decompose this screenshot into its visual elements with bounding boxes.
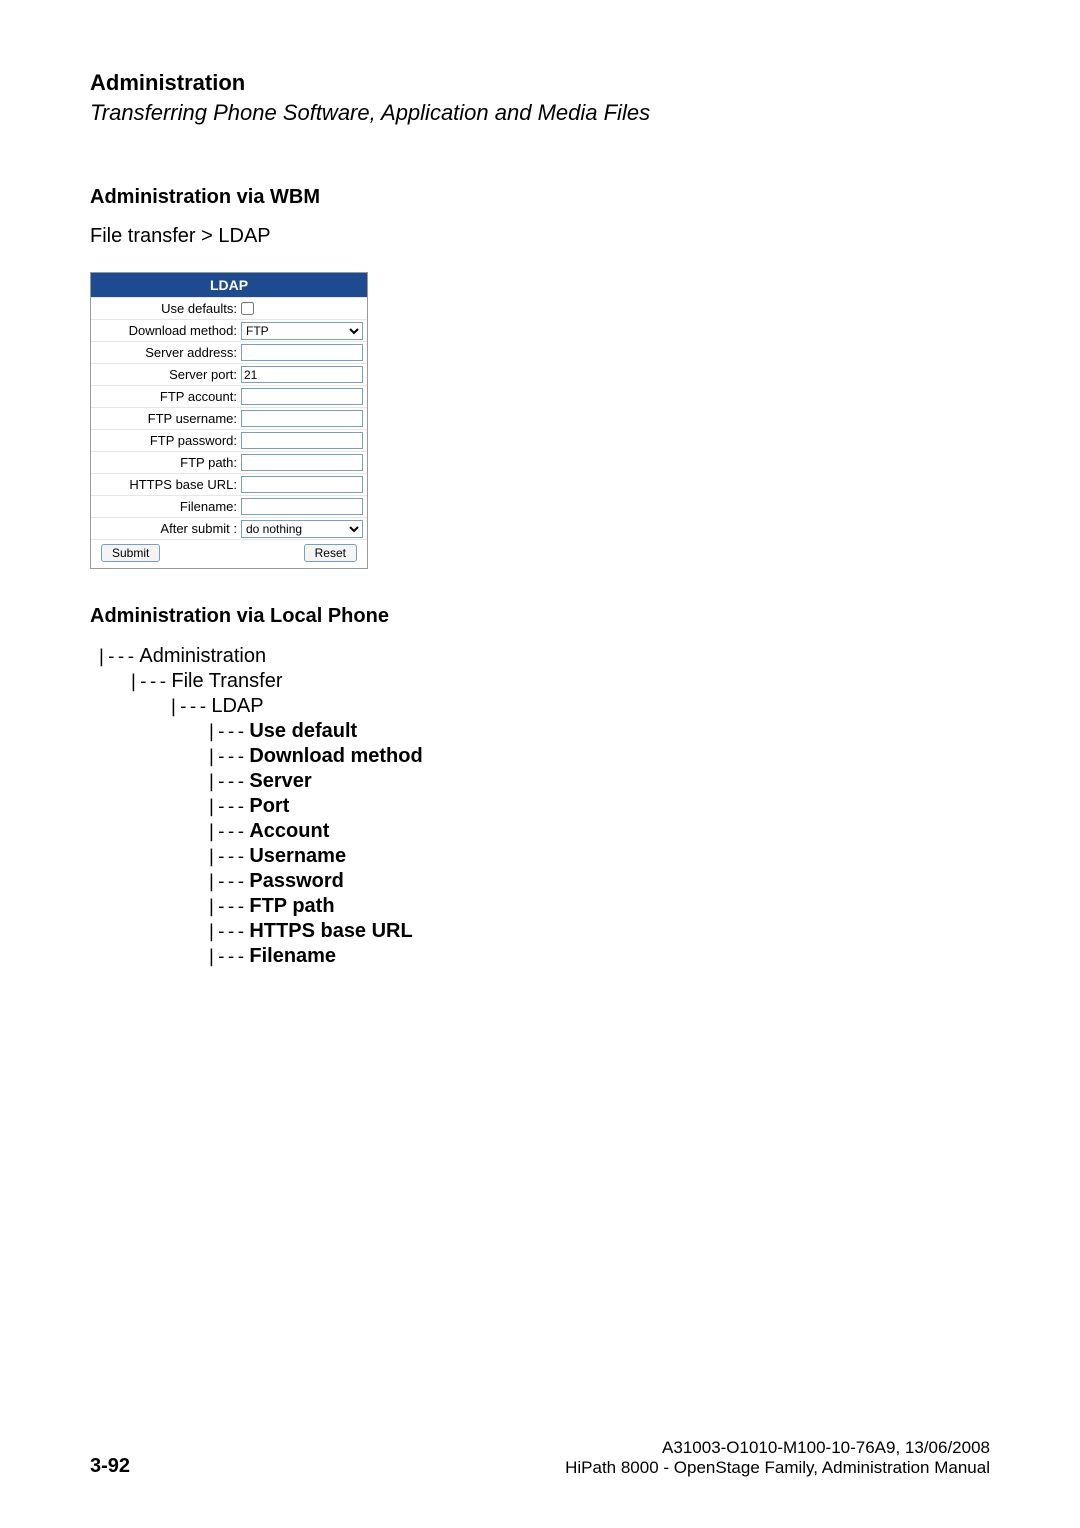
tree-leaf: |--- Filename xyxy=(96,944,990,969)
tree-leaf: |--- Port xyxy=(96,794,990,819)
reset-button[interactable]: Reset xyxy=(304,544,357,562)
input-ftp-username[interactable] xyxy=(241,410,363,427)
row-filename: Filename: xyxy=(91,495,367,517)
tree-leaf: |--- Password xyxy=(96,869,990,894)
tree-branch-icon: |--- xyxy=(206,746,245,769)
label-server-port: Server port: xyxy=(91,367,241,382)
input-ftp-password[interactable] xyxy=(241,432,363,449)
label-ftp-path: FTP path: xyxy=(91,455,241,470)
row-ftp-account: FTP account: xyxy=(91,385,367,407)
input-ftp-account[interactable] xyxy=(241,388,363,405)
header-title: Administration xyxy=(90,70,990,96)
row-server-port: Server port: xyxy=(91,363,367,385)
tree-leaf: |--- Use default xyxy=(96,719,990,744)
input-server-port[interactable] xyxy=(241,366,363,383)
select-after-submit[interactable]: do nothing xyxy=(241,520,363,538)
ldap-form: LDAP Use defaults: Download method: FTP … xyxy=(90,272,368,569)
tree-leaf: |--- Username xyxy=(96,844,990,869)
tree-node-ldap: |--- LDAP xyxy=(96,694,990,719)
tree-branch-icon: |--- xyxy=(206,821,245,844)
tree-branch-icon: |--- xyxy=(206,871,245,894)
select-download-method[interactable]: FTP xyxy=(241,322,363,340)
footer-meta: A31003-O1010-M100-10-76A9, 13/06/2008 Hi… xyxy=(565,1438,990,1478)
doc-title: HiPath 8000 - OpenStage Family, Administ… xyxy=(565,1458,990,1478)
ldap-form-title: LDAP xyxy=(91,273,367,297)
tree-branch-icon: |--- xyxy=(206,946,245,969)
row-ftp-path: FTP path: xyxy=(91,451,367,473)
tree-branch-icon: |--- xyxy=(206,796,245,819)
form-buttons: Submit Reset xyxy=(91,539,367,568)
checkbox-use-defaults[interactable] xyxy=(241,302,254,315)
breadcrumb: File transfer > LDAP xyxy=(90,225,990,248)
doc-id: A31003-O1010-M100-10-76A9, 13/06/2008 xyxy=(565,1438,990,1458)
document-page: Administration Transferring Phone Softwa… xyxy=(0,0,1080,1528)
tree-leaf-label: Server xyxy=(249,769,311,794)
tree-label: LDAP xyxy=(211,694,263,719)
row-server-address: Server address: xyxy=(91,341,367,363)
row-after-submit: After submit : do nothing xyxy=(91,517,367,539)
input-https-base-url[interactable] xyxy=(241,476,363,493)
input-ftp-path[interactable] xyxy=(241,454,363,471)
tree-branch-icon: |--- xyxy=(206,721,245,744)
row-download-method: Download method: FTP xyxy=(91,319,367,341)
tree-label: Administration xyxy=(139,644,266,669)
label-ftp-password: FTP password: xyxy=(91,433,241,448)
tree-leaf-label: FTP path xyxy=(249,894,334,919)
label-server-address: Server address: xyxy=(91,345,241,360)
tree-leaf: |--- Server xyxy=(96,769,990,794)
tree-branch-icon: |--- xyxy=(96,646,135,669)
row-use-defaults: Use defaults: xyxy=(91,297,367,319)
label-ftp-username: FTP username: xyxy=(91,411,241,426)
section-local-phone-title: Administration via Local Phone xyxy=(90,605,990,628)
row-https-base-url: HTTPS base URL: xyxy=(91,473,367,495)
tree-branch-icon: |--- xyxy=(128,671,167,694)
tree-leaf-label: Port xyxy=(249,794,289,819)
label-use-defaults: Use defaults: xyxy=(91,301,241,316)
tree-leaf: |--- Download method xyxy=(96,744,990,769)
tree-node-file-transfer: |--- File Transfer xyxy=(96,669,990,694)
label-after-submit: After submit : xyxy=(91,521,241,536)
tree-leaf-label: Username xyxy=(249,844,346,869)
tree-leaf-label: Account xyxy=(249,819,329,844)
tree-leaf: |--- FTP path xyxy=(96,894,990,919)
tree-leaf: |--- HTTPS base URL xyxy=(96,919,990,944)
tree-leaf-label: Use default xyxy=(249,719,357,744)
row-ftp-username: FTP username: xyxy=(91,407,367,429)
input-filename[interactable] xyxy=(241,498,363,515)
submit-button[interactable]: Submit xyxy=(101,544,160,562)
tree-branch-icon: |--- xyxy=(206,846,245,869)
tree-label: File Transfer xyxy=(171,669,282,694)
tree-leaf-label: HTTPS base URL xyxy=(249,919,412,944)
tree-branch-icon: |--- xyxy=(206,921,245,944)
section-wbm-title: Administration via WBM xyxy=(90,186,990,209)
label-ftp-account: FTP account: xyxy=(91,389,241,404)
header-subtitle: Transferring Phone Software, Application… xyxy=(90,100,990,126)
tree-leaf-label: Password xyxy=(249,869,343,894)
menu-tree: |--- Administration |--- File Transfer |… xyxy=(96,644,990,969)
tree-leaf: |--- Account xyxy=(96,819,990,844)
tree-branch-icon: |--- xyxy=(206,896,245,919)
label-download-method: Download method: xyxy=(91,323,241,338)
label-filename: Filename: xyxy=(91,499,241,514)
tree-branch-icon: |--- xyxy=(168,696,207,719)
tree-node-administration: |--- Administration xyxy=(96,644,990,669)
page-footer: 3-92 A31003-O1010-M100-10-76A9, 13/06/20… xyxy=(90,1438,990,1478)
tree-branch-icon: |--- xyxy=(206,771,245,794)
tree-leaf-label: Download method xyxy=(249,744,422,769)
tree-leaf-label: Filename xyxy=(249,944,336,969)
input-server-address[interactable] xyxy=(241,344,363,361)
label-https-base-url: HTTPS base URL: xyxy=(91,477,241,492)
row-ftp-password: FTP password: xyxy=(91,429,367,451)
page-number: 3-92 xyxy=(90,1455,130,1478)
